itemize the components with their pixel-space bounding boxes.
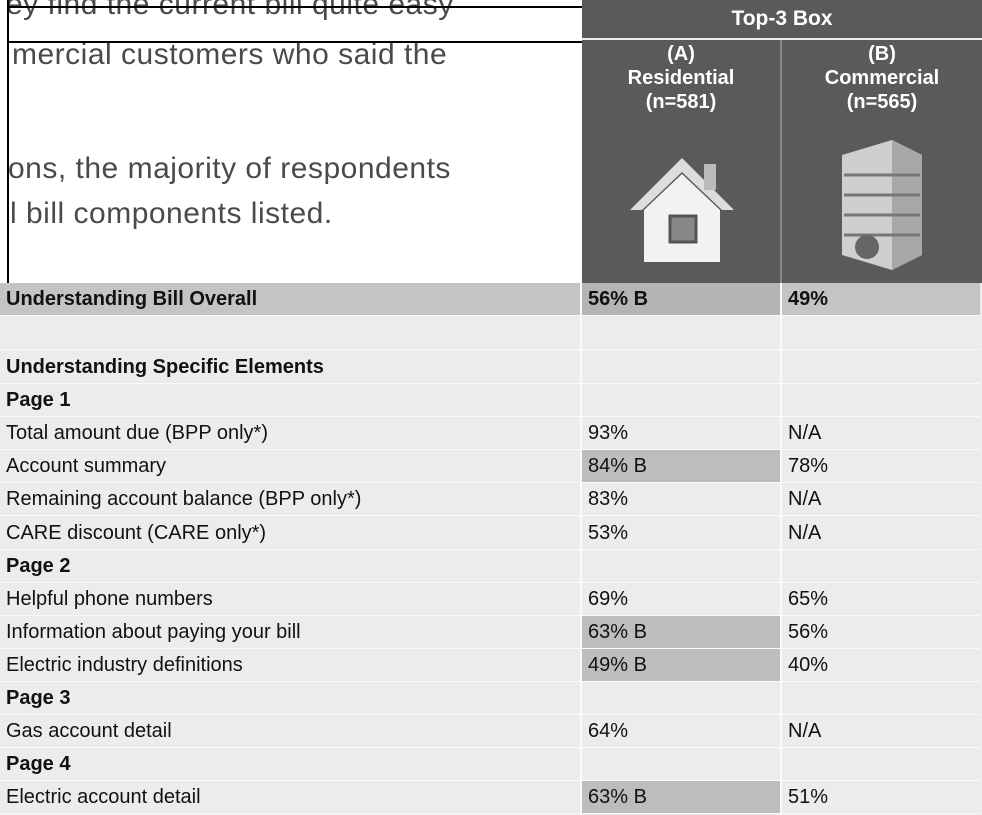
header-divider — [780, 40, 782, 283]
blank-cell — [782, 317, 980, 350]
row-label: Helpful phone numbers — [0, 583, 580, 616]
empty-cell — [582, 550, 780, 583]
row-value: 51% — [782, 781, 980, 815]
row-value: 65% — [782, 583, 980, 616]
frame-line — [7, 0, 9, 283]
row-value: 83% — [582, 483, 780, 517]
house-icon — [630, 158, 734, 262]
column-n: (n=581) — [645, 91, 717, 113]
row-value: 56% — [782, 616, 980, 649]
row-label: Understanding Bill Overall — [0, 283, 582, 316]
row-value: 49% — [782, 283, 980, 316]
row-label: Page 3 — [0, 682, 580, 715]
intro-line: l bill components listed. — [10, 197, 333, 230]
row-value: 49% B — [582, 648, 780, 682]
row-label: Page 4 — [0, 748, 580, 782]
row-value: 93% — [582, 417, 780, 451]
column-header: (A) Residential (n=581) — [582, 40, 780, 283]
row-label: Page 1 — [0, 384, 580, 418]
column-header: (B) Commercial (n=565) — [782, 40, 982, 283]
column-letter: (A) — [667, 43, 695, 65]
blank-cell — [0, 317, 580, 350]
building-icon — [842, 140, 922, 270]
row-label: Electric account detail — [0, 781, 580, 815]
row-value: 84% B — [582, 450, 780, 484]
column-n: (n=565) — [846, 91, 918, 113]
row-value: 64% — [582, 715, 780, 749]
empty-cell — [582, 748, 780, 782]
empty-cell — [782, 682, 980, 715]
frame-line — [8, 41, 582, 43]
empty-cell — [782, 351, 980, 384]
row-value: N/A — [782, 417, 980, 451]
row-value: 53% — [582, 517, 780, 550]
intro-line: ons, the majority of respondents — [8, 152, 451, 185]
empty-cell — [582, 351, 780, 384]
intro-line: ey find the current bill quite easy — [6, 0, 454, 21]
row-label: CARE discount (CARE only*) — [0, 517, 580, 550]
row-value: 78% — [782, 450, 980, 484]
row-label: Electric industry definitions — [0, 649, 580, 682]
column-divider — [580, 283, 582, 815]
row-label: Page 2 — [0, 550, 580, 583]
column-letter: (B) — [868, 43, 896, 65]
intro-line: mercial customers who said the — [12, 38, 448, 71]
row-label: Information about paying your bill — [0, 616, 580, 649]
column-name: Commercial — [824, 67, 940, 89]
blank-cell — [582, 317, 780, 350]
frame-line — [8, 6, 582, 8]
row-value: 56% B — [582, 283, 780, 316]
row-value: N/A — [782, 715, 980, 749]
row-label: Gas account detail — [0, 715, 580, 749]
empty-cell — [582, 682, 780, 715]
row-label: Account summary — [0, 450, 580, 484]
group-header: Top-3 Box — [582, 0, 982, 38]
row-label: Remaining account balance (BPP only*) — [0, 483, 580, 517]
row-value: N/A — [782, 483, 980, 517]
row-value: 69% — [582, 583, 780, 616]
intro-box: ey find the current bill quite easy merc… — [0, 0, 582, 283]
column-divider — [780, 283, 782, 815]
column-name: Residential — [627, 67, 735, 89]
row-value: 40% — [782, 649, 980, 682]
empty-cell — [782, 550, 980, 583]
empty-cell — [782, 748, 980, 782]
row-value: 63% B — [582, 781, 780, 815]
empty-cell — [582, 384, 780, 418]
row-value: N/A — [782, 517, 980, 550]
empty-cell — [782, 384, 980, 418]
row-value: 63% B — [582, 615, 780, 649]
row-label: Understanding Specific Elements — [0, 351, 580, 384]
row-label: Total amount due (BPP only*) — [0, 417, 580, 451]
